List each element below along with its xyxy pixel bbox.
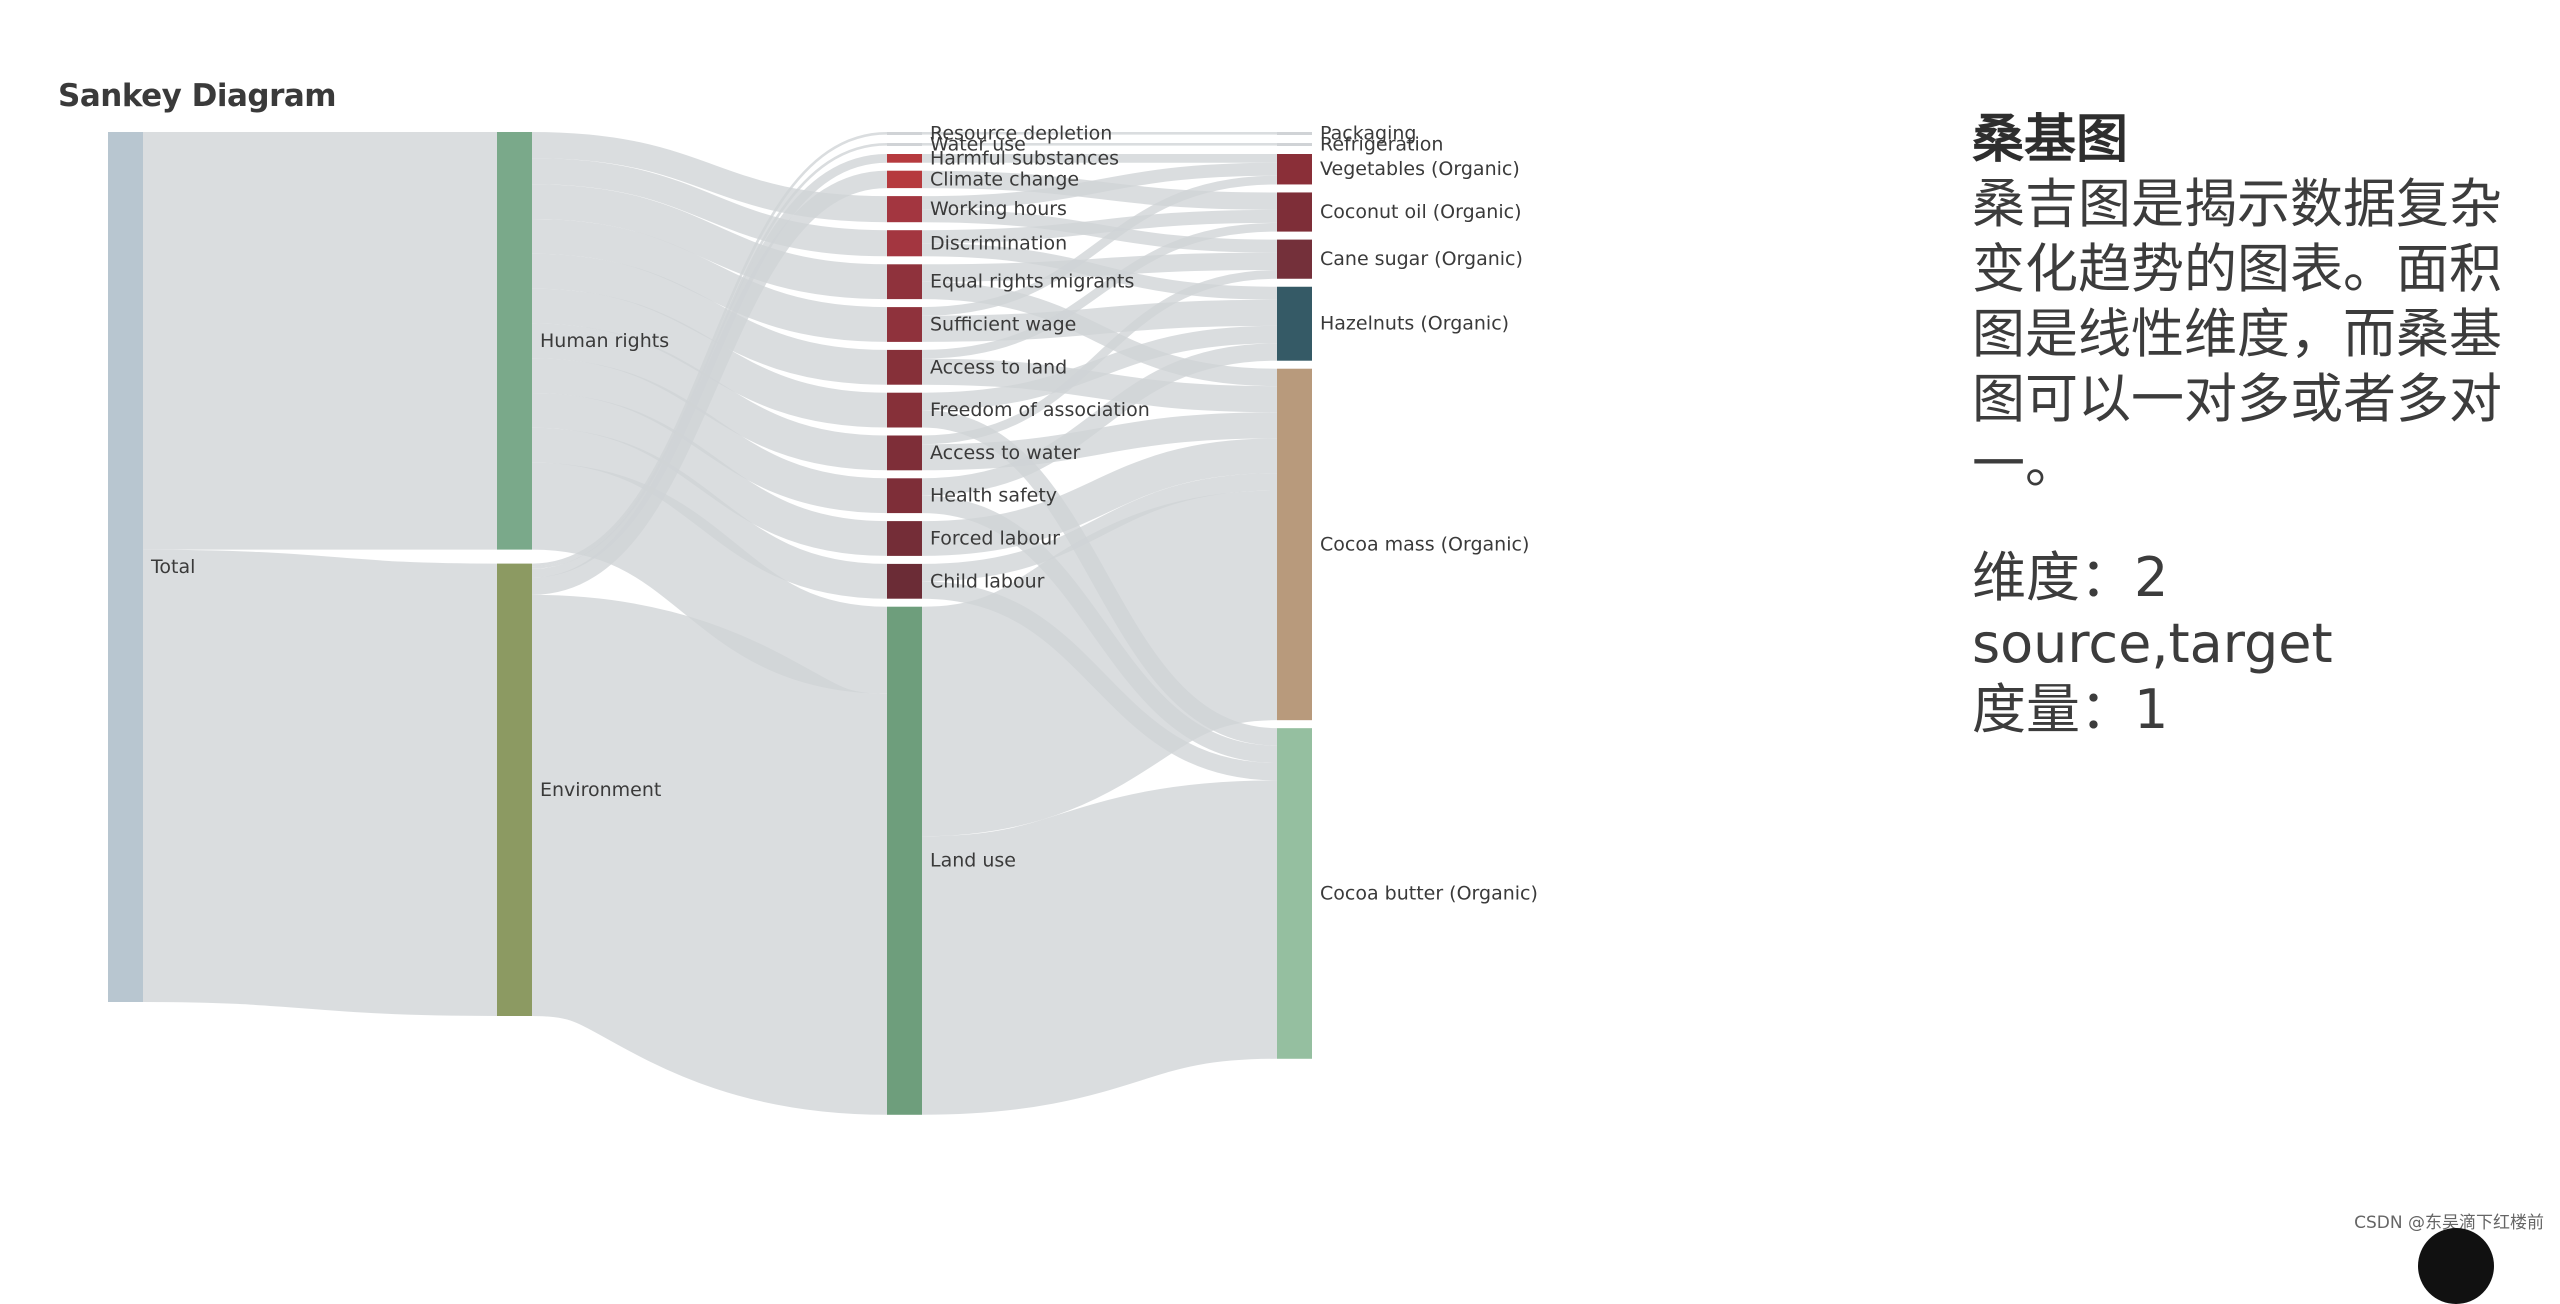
avatar[interactable] [2418, 1228, 2494, 1304]
link-hsf-to-haz [921, 343, 1278, 496]
node-label-rd: Resource depletion [930, 123, 1112, 145]
measures-line: 度量：1 [1972, 678, 2169, 741]
node-cane[interactable] [1277, 239, 1312, 279]
node-haz[interactable] [1277, 286, 1312, 361]
node-label-wu: Water use [930, 134, 1026, 156]
node-hsf[interactable] [887, 478, 922, 514]
node-dis[interactable] [887, 230, 922, 257]
diagram-title: Sankey Diagram [58, 78, 337, 114]
node-cmass[interactable] [1277, 368, 1312, 721]
node-label-dis: Discrimination [930, 232, 1067, 254]
link-hr-to-dis [531, 158, 888, 257]
link-atw-to-cmass [921, 412, 1278, 471]
node-atl[interactable] [887, 349, 922, 385]
node-label-coco: Coconut oil (Organic) [1320, 201, 1522, 223]
node-env[interactable] [497, 563, 532, 1016]
node-label-veg: Vegetables (Organic) [1320, 158, 1520, 180]
sankey-diagram: Total Human rights Environment Resource dep… [108, 123, 1538, 1115]
node-label-hs: Harmful substances [930, 147, 1119, 169]
link-sw-to-haz [921, 299, 1278, 342]
node-erm[interactable] [887, 264, 922, 300]
node-label-atl: Access to land [930, 356, 1067, 378]
node-atw[interactable] [887, 435, 922, 471]
link-lu-to-cbut [920, 780, 1279, 1115]
link-hr-to-fl [531, 393, 888, 556]
node-label-hsf: Health safety [930, 485, 1057, 507]
labels-layer: Total Human rights Environment Resource dep… [150, 123, 1538, 905]
dimensions-line: 维度：2 source,target [1972, 546, 2333, 675]
node-cbut[interactable] [1277, 728, 1312, 1059]
link-hr-to-erm [531, 184, 888, 300]
node-label-erm: Equal rights migrants [930, 271, 1134, 293]
node-label-haz: Hazelnuts (Organic) [1320, 313, 1509, 335]
link-erm-to-cane [921, 252, 1278, 282]
link-hr-to-sw [531, 219, 888, 342]
link-hr-to-cl [531, 427, 888, 599]
link-lu-to-cmass [918, 490, 1281, 837]
node-rd[interactable] [887, 132, 922, 135]
node-label-hr: Human rights [540, 330, 669, 352]
node-label-foa: Freedom of association [930, 399, 1150, 421]
side-panel-dimensions-block: 维度：2 source,target 度量：1 [1972, 545, 2542, 743]
side-panel: 桑基图 桑吉图是揭示数据复杂变化趋势的图表。面积图是线性维度，而桑基图可以一对多… [1972, 108, 2542, 743]
node-hr[interactable] [497, 132, 532, 550]
link-hr-to-hsf [531, 358, 888, 514]
node-label-total: Total [150, 556, 195, 578]
node-pkg[interactable] [1277, 132, 1312, 135]
node-label-cl: Child labour [930, 570, 1045, 592]
node-label-env: Environment [540, 779, 661, 801]
link-atl-to-cmass [921, 358, 1278, 413]
node-label-pkg: Packaging [1320, 123, 1416, 145]
link-env-to-cc [531, 170, 888, 595]
link-env-to-rd [531, 132, 888, 567]
link-dis-to-coco [921, 209, 1278, 244]
link-env-to-lu [527, 594, 892, 1115]
link-foa-to-haz [921, 325, 1278, 411]
watermark: CSDN @东吴滴下红楼前 [2354, 1213, 2544, 1233]
link-fl-to-cmass [921, 438, 1278, 556]
node-foa[interactable] [887, 392, 922, 428]
node-label-fl: Forced labour [930, 528, 1060, 550]
node-total[interactable] [108, 132, 143, 1002]
link-hr-to-lu [530, 462, 889, 694]
link-wh-to-veg [921, 162, 1278, 210]
node-label-cmass: Cocoa mass (Organic) [1320, 533, 1529, 555]
node-wh[interactable] [887, 196, 922, 223]
node-label-sw: Sufficient wage [930, 314, 1076, 336]
link-sw-to-veg [921, 175, 1278, 316]
node-wu[interactable] [887, 143, 922, 146]
node-coco[interactable] [1277, 192, 1312, 232]
node-label-cane: Cane sugar (Organic) [1320, 248, 1523, 270]
node-cc[interactable] [887, 170, 922, 189]
link-cl-to-cmass [921, 473, 1278, 582]
node-ref[interactable] [1277, 143, 1312, 146]
node-cl[interactable] [887, 563, 922, 599]
nodes-layer [108, 132, 1312, 1115]
links-layer [142, 131, 1281, 1115]
node-fl[interactable] [887, 521, 922, 556]
node-label-wh: Working hours [930, 198, 1067, 220]
node-hs[interactable] [887, 154, 922, 163]
node-label-cc: Climate change [930, 168, 1079, 190]
node-label-lu: Land use [930, 850, 1016, 872]
link-hr-to-atl [531, 253, 888, 385]
node-sw[interactable] [887, 307, 922, 342]
link-atw-to-cane [921, 270, 1278, 445]
link-total-to-env [142, 549, 498, 1016]
node-label-atw: Access to water [930, 442, 1081, 464]
side-panel-heading: 桑基图 [1972, 110, 2129, 170]
side-panel-description: 桑吉图是揭示数据复杂变化趋势的图表。面积图是线性维度，而桑基图可以一对多或者多对… [1972, 174, 2502, 495]
node-lu[interactable] [887, 606, 922, 1115]
link-atl-to-coco [921, 222, 1278, 359]
node-label-ref: Refrigeration [1320, 134, 1443, 156]
node-veg[interactable] [1277, 154, 1312, 185]
node-label-cbut: Cocoa butter (Organic) [1320, 882, 1538, 904]
